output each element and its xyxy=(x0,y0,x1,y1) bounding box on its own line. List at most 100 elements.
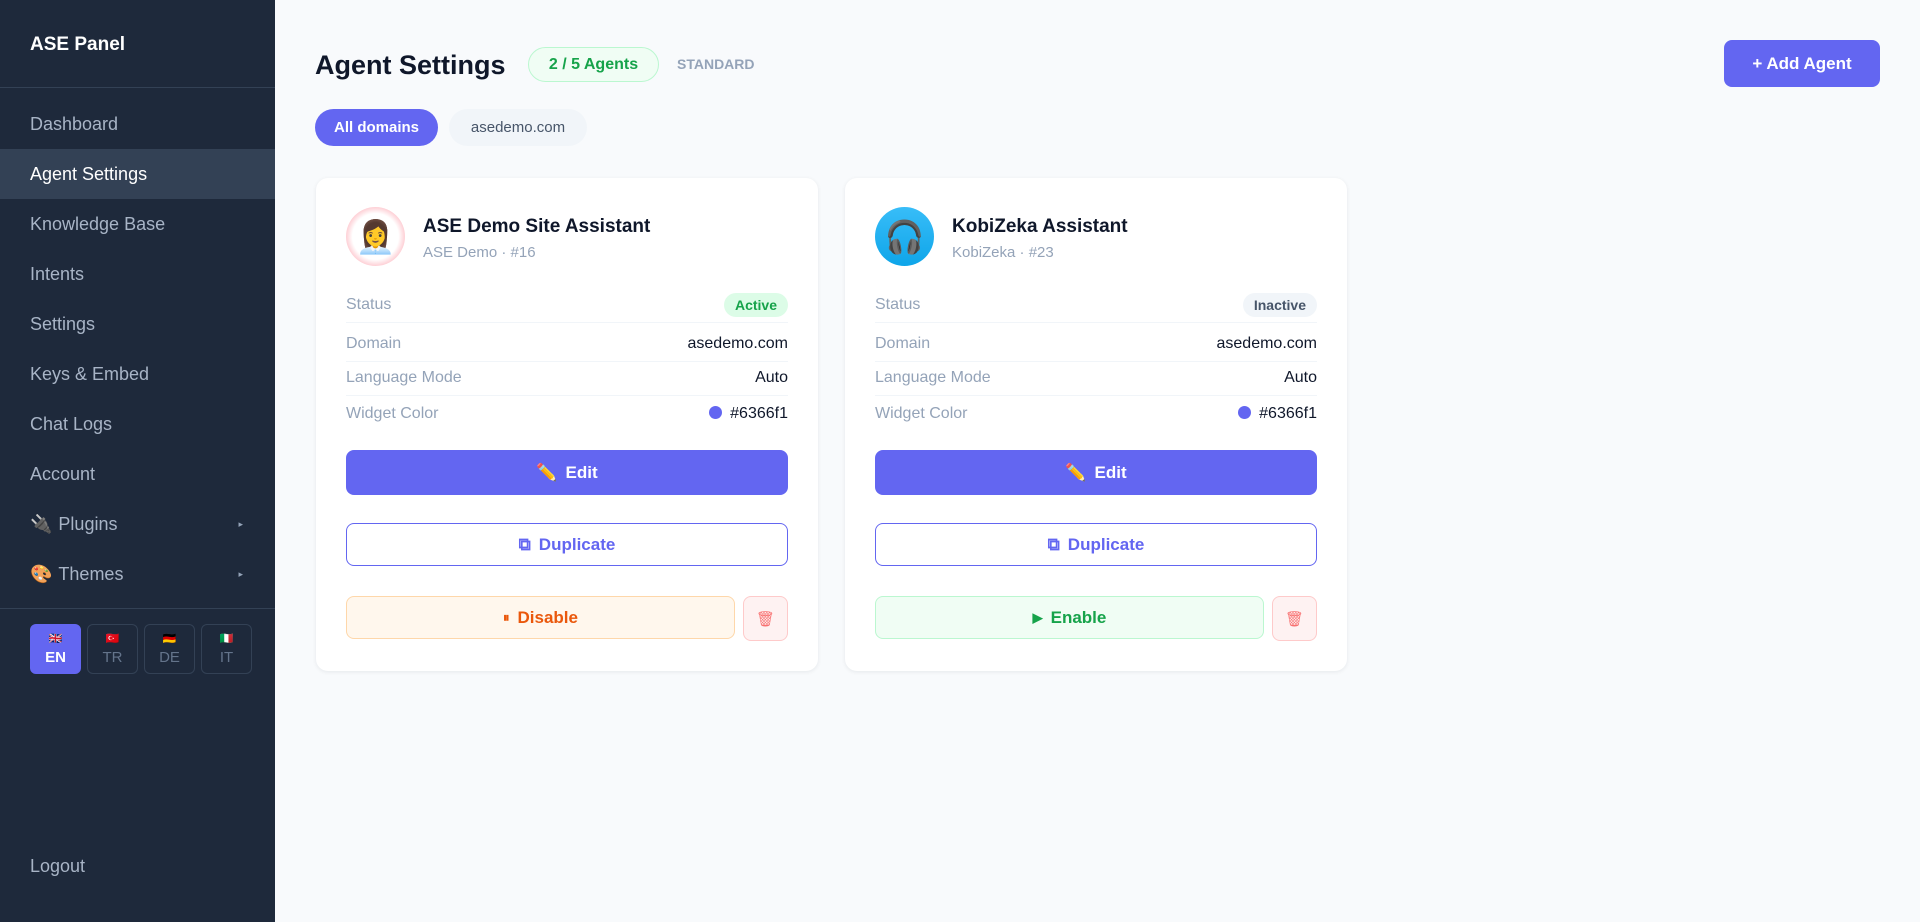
duplicate-icon: ⧉ xyxy=(518,534,531,554)
language-code: IT xyxy=(219,649,234,666)
sidebar-item-agent-settings[interactable]: Agent Settings xyxy=(0,149,275,199)
language-it-button[interactable]: 🇮🇹 IT xyxy=(201,624,252,674)
brand-title: ASE Panel xyxy=(30,34,126,55)
toggle-label: Disable xyxy=(517,607,578,627)
sidebar-item-label: Chat Logs xyxy=(30,414,113,434)
play-icon: ▶ xyxy=(1032,609,1043,625)
sidebar-item-keys-embed[interactable]: Keys & Embed xyxy=(0,349,275,399)
trash-icon: 🗑 xyxy=(1284,610,1305,628)
sidebar-item-label: Keys & Embed xyxy=(30,364,150,384)
trash-icon: 🗑 xyxy=(755,610,776,628)
language-row: Language Mode Auto xyxy=(346,360,788,396)
flag-icon: 🇬🇧 xyxy=(48,633,63,645)
domain-value: asedemo.com xyxy=(1216,334,1318,352)
sidebar-item-label: Knowledge Base xyxy=(30,214,166,234)
agent-card: 🎧 KobiZeka Assistant KobiZeka · #23 Stat… xyxy=(845,178,1347,671)
agent-name: ASE Demo Site Assistant xyxy=(423,216,651,237)
delete-button[interactable]: 🗑 xyxy=(1272,596,1317,641)
language-row: Language Mode Auto xyxy=(875,360,1317,396)
sidebar-item-settings[interactable]: Settings xyxy=(0,299,275,349)
domain-label: Domain xyxy=(346,334,402,352)
flag-icon: 🇮🇹 xyxy=(219,633,234,645)
duplicate-label: Duplicate xyxy=(1067,534,1145,554)
page-title: Agent Settings xyxy=(315,50,506,80)
agent-avatar: 👩‍💼 xyxy=(346,207,405,266)
sidebar-item-label: Agent Settings xyxy=(30,164,148,184)
plan-label: STANDARD xyxy=(677,56,755,72)
agent-name: KobiZeka Assistant xyxy=(952,216,1128,237)
status-label: Status xyxy=(346,295,392,313)
language-switcher: 🇬🇧 EN 🇹🇷 TR 🇩🇪 DE 🇮🇹 IT xyxy=(30,624,252,674)
edit-label: Edit xyxy=(1094,462,1127,482)
toggle-label: Enable xyxy=(1050,607,1107,627)
logout-link[interactable]: Logout xyxy=(30,856,86,876)
status-row: Status Inactive xyxy=(875,287,1317,323)
language-code: TR xyxy=(102,649,123,666)
pencil-icon: ✏️ xyxy=(536,462,558,482)
sidebar-item-account[interactable]: Account xyxy=(0,449,275,499)
agent-subtitle: ASE Demo · #16 xyxy=(423,244,536,261)
color-label: Widget Color xyxy=(346,405,439,422)
sidebar-item-knowledge-base[interactable]: Knowledge Base xyxy=(0,199,275,249)
domain-row: Domain asedemo.com xyxy=(875,326,1317,362)
agent-card: 👩‍💼 ASE Demo Site Assistant ASE Demo · #… xyxy=(316,178,818,671)
language-de-button[interactable]: 🇩🇪 DE xyxy=(144,624,195,674)
divider xyxy=(0,608,275,609)
sidebar-item-themes[interactable]: 🎨 Themes ▸ xyxy=(0,549,275,599)
sidebar-nav: Dashboard Agent Settings Knowledge Base Int… xyxy=(0,99,275,599)
plugins-icon: 🔌 xyxy=(30,514,53,534)
language-en-button[interactable]: 🇬🇧 EN xyxy=(30,624,81,674)
filter-asedemo[interactable]: asedemo.com xyxy=(449,109,587,146)
sidebar: ASE Panel Dashboard Agent Settings Knowled… xyxy=(0,0,275,922)
sidebar-item-dashboard[interactable]: Dashboard xyxy=(0,99,275,149)
color-value: #6366f1 xyxy=(730,405,788,422)
filter-all-domains[interactable]: All domains xyxy=(315,109,438,146)
sidebar-item-label: Plugins xyxy=(58,514,118,534)
delete-button[interactable]: 🗑 xyxy=(743,596,788,641)
edit-button[interactable]: ✏️ Edit xyxy=(875,450,1317,495)
duplicate-button[interactable]: ⧉ Duplicate xyxy=(875,523,1317,566)
chevron-right-icon: ▸ xyxy=(238,519,243,529)
language-code: EN xyxy=(45,649,66,666)
pencil-icon: ✏️ xyxy=(1065,462,1087,482)
color-row: Widget Color #6366f1 xyxy=(346,396,788,432)
domain-label: Domain xyxy=(875,334,931,352)
agent-count-badge: 2 / 5 Agents xyxy=(528,47,659,82)
duplicate-icon: ⧉ xyxy=(1047,534,1060,554)
sidebar-item-intents[interactable]: Intents xyxy=(0,249,275,299)
agent-avatar: 🎧 xyxy=(875,207,934,266)
domain-value: asedemo.com xyxy=(687,334,789,352)
language-code: DE xyxy=(159,649,180,666)
color-label: Widget Color xyxy=(875,405,968,422)
language-label: Language Mode xyxy=(346,368,462,386)
sidebar-item-plugins[interactable]: 🔌 Plugins ▸ xyxy=(0,499,275,549)
pause-icon: ⏸ xyxy=(503,609,510,625)
edit-button[interactable]: ✏️ Edit xyxy=(346,450,788,495)
add-agent-button[interactable]: + Add Agent xyxy=(1724,40,1880,87)
status-row: Status Active xyxy=(346,287,788,323)
sidebar-item-chat-logs[interactable]: Chat Logs xyxy=(0,399,275,449)
sidebar-item-label: Settings xyxy=(30,314,96,334)
sidebar-item-label: Intents xyxy=(30,264,85,284)
status-label: Status xyxy=(875,295,921,313)
color-value: #6366f1 xyxy=(1259,405,1317,422)
duplicate-button[interactable]: ⧉ Duplicate xyxy=(346,523,788,566)
duplicate-label: Duplicate xyxy=(538,534,616,554)
edit-label: Edit xyxy=(565,462,598,482)
themes-icon: 🎨 xyxy=(30,564,53,584)
language-tr-button[interactable]: 🇹🇷 TR xyxy=(87,624,138,674)
chevron-right-icon: ▸ xyxy=(238,569,243,579)
color-row: Widget Color #6366f1 xyxy=(875,396,1317,432)
language-value: Auto xyxy=(1284,368,1317,386)
sidebar-item-label: Themes xyxy=(58,564,124,584)
flag-icon: 🇹🇷 xyxy=(105,633,120,645)
sidebar-item-label: Account xyxy=(30,464,96,484)
agent-subtitle: KobiZeka · #23 xyxy=(952,244,1054,261)
enable-button[interactable]: ▶ Enable xyxy=(875,596,1264,639)
disable-button[interactable]: ⏸ Disable xyxy=(346,596,735,639)
color-swatch xyxy=(709,406,723,419)
domain-row: Domain asedemo.com xyxy=(346,326,788,362)
flag-icon: 🇩🇪 xyxy=(162,633,177,645)
language-value: Auto xyxy=(755,368,788,386)
sidebar-item-label: Dashboard xyxy=(30,114,119,134)
